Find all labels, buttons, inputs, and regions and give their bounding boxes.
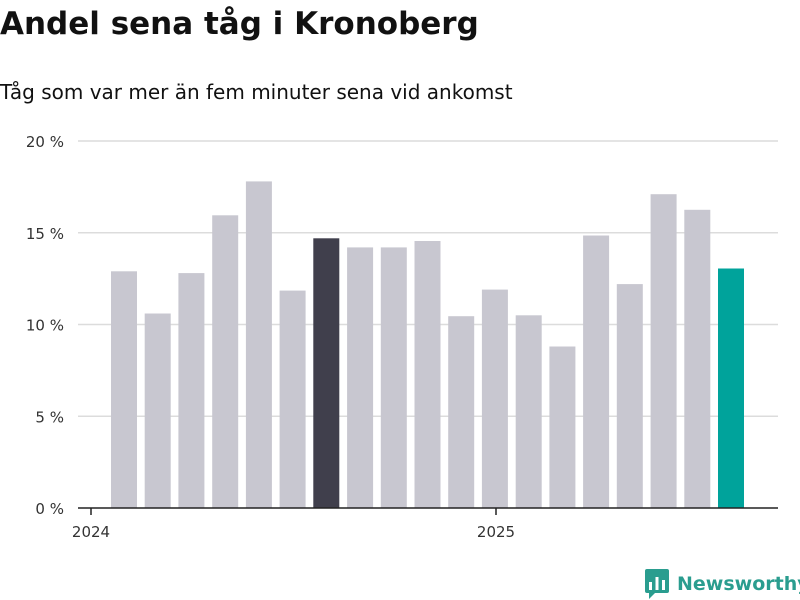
newsworthy-logo-icon — [645, 569, 669, 599]
bar — [178, 273, 205, 508]
bar — [515, 315, 542, 508]
brand-name: Newsworthy — [677, 573, 800, 595]
bar — [380, 247, 407, 508]
x-axis-ticks: 2024 2025 — [72, 508, 515, 541]
bar — [481, 289, 508, 508]
brand-logo: Newsworthy — [645, 569, 800, 599]
bar — [347, 247, 374, 508]
bar — [549, 346, 576, 508]
bar — [650, 194, 677, 508]
y-axis-ticks: 0 % 5 % 10 % 15 % 20 % — [26, 133, 64, 518]
chart-subtitle: Tåg som var mer än fem minuter sena vid … — [0, 80, 513, 104]
bar — [144, 313, 171, 508]
bar — [414, 241, 441, 508]
y-tick-label: 0 % — [35, 500, 64, 518]
bar — [684, 209, 711, 509]
bar — [212, 215, 239, 509]
bar — [245, 181, 272, 508]
x-tick-label: 2025 — [477, 523, 515, 541]
y-tick-label: 10 % — [26, 317, 64, 335]
bar — [718, 268, 744, 508]
bar — [616, 284, 643, 508]
bar — [111, 271, 137, 508]
bar — [279, 290, 306, 508]
bars — [111, 181, 744, 509]
bar — [583, 235, 610, 508]
chart-title: Andel sena tåg i Kronoberg — [0, 6, 479, 42]
y-tick-label: 20 % — [26, 133, 64, 151]
bar — [448, 316, 475, 508]
y-tick-label: 5 % — [35, 408, 64, 426]
y-tick-label: 15 % — [26, 225, 64, 243]
bar — [313, 238, 340, 509]
x-tick-label: 2024 — [72, 523, 110, 541]
